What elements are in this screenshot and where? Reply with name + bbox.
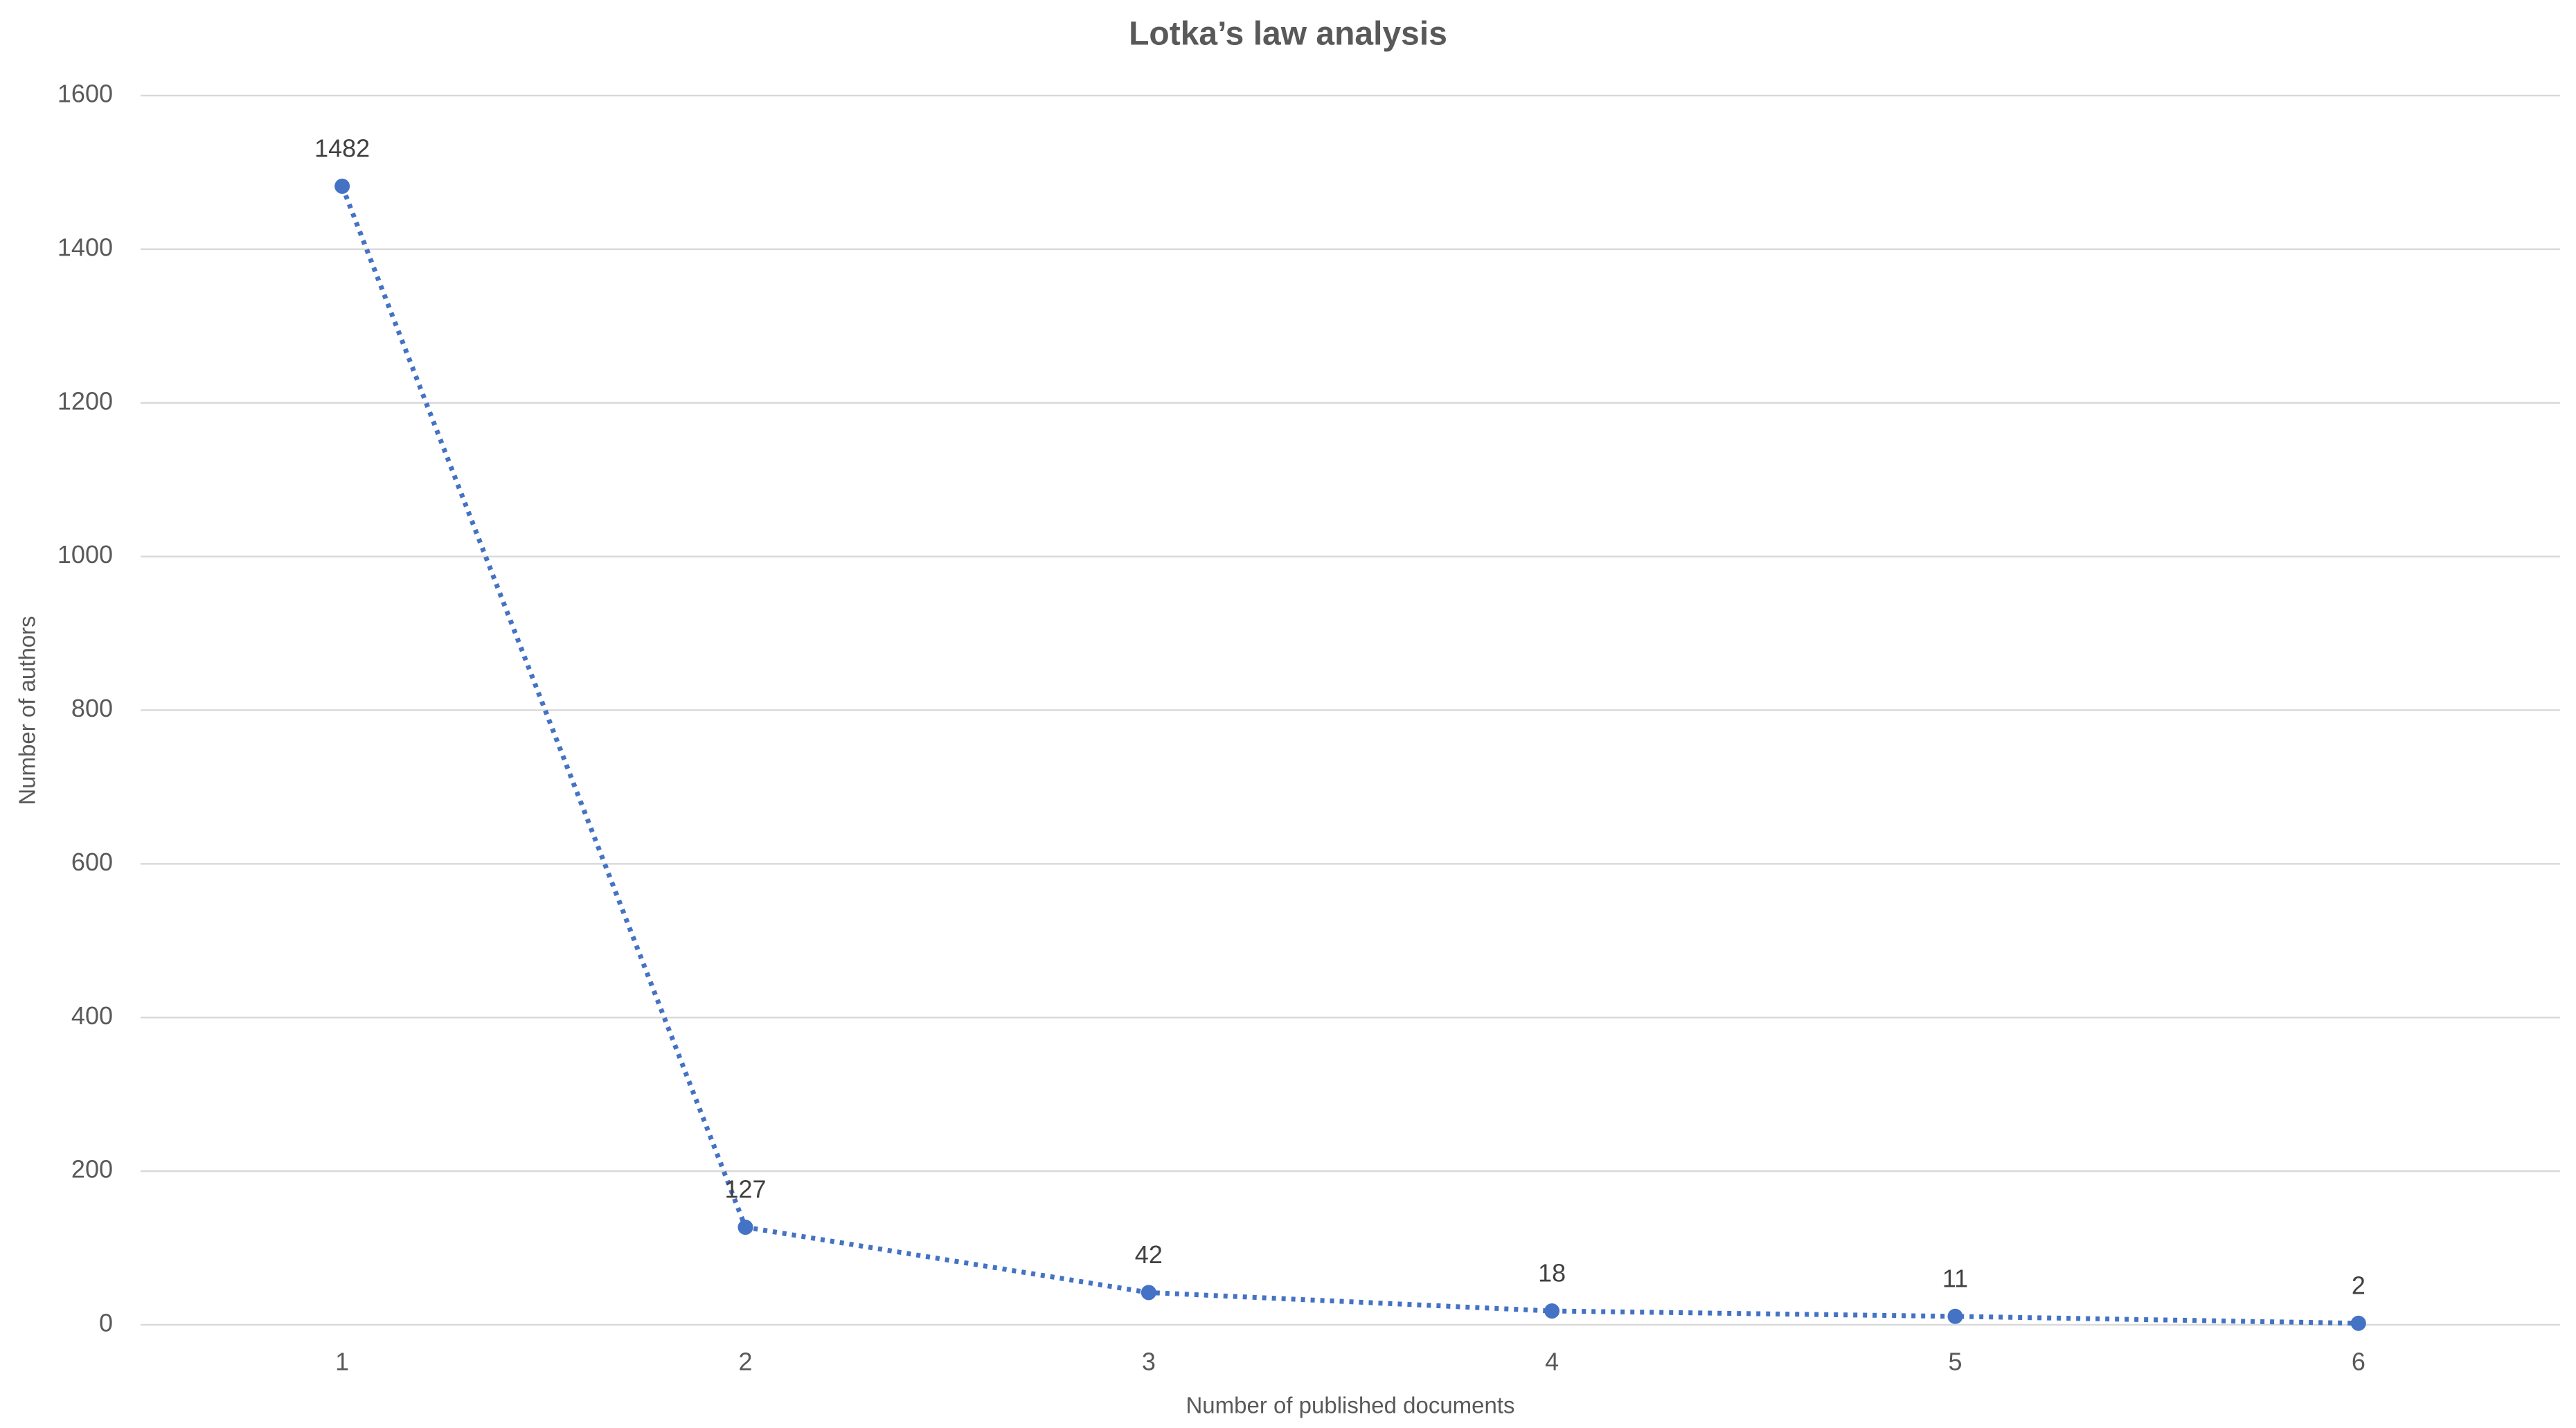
y-tick-label: 0 [99, 1309, 113, 1337]
y-tick-label: 400 [71, 1001, 113, 1030]
y-tick-label: 600 [71, 848, 113, 876]
data-point [334, 178, 350, 194]
x-tick-label: 6 [2352, 1348, 2365, 1376]
x-tick-label: 4 [1545, 1348, 1559, 1376]
data-point [737, 1220, 753, 1235]
y-tick-label: 1200 [57, 386, 113, 415]
y-tick-label: 1000 [57, 540, 113, 569]
x-tick-label: 3 [1142, 1348, 1156, 1376]
y-tick-label: 1600 [57, 80, 113, 108]
chart-title: Lotka’s law analysis [1129, 16, 1447, 53]
data-label: 1482 [314, 134, 370, 162]
y-tick-label: 1400 [57, 233, 113, 261]
data-point [1947, 1308, 1963, 1324]
y-tick-label: 200 [71, 1155, 113, 1184]
data-label: 18 [1538, 1259, 1566, 1287]
x-tick-label: 1 [335, 1348, 349, 1376]
data-label: 11 [1942, 1264, 1968, 1292]
x-tick-label: 2 [738, 1348, 752, 1376]
y-axis-title: Number of authors [15, 616, 40, 805]
data-label: 2 [2352, 1271, 2365, 1299]
y-tick-label: 800 [71, 694, 113, 722]
data-label: 42 [1135, 1240, 1163, 1269]
data-line [339, 185, 2359, 1326]
data-point [2350, 1315, 2366, 1331]
x-tick-label: 5 [1948, 1348, 1962, 1376]
data-point [1544, 1303, 1560, 1319]
data-label: 127 [724, 1175, 766, 1204]
x-axis-title: Number of published documents [1186, 1393, 1514, 1418]
data-point [1141, 1285, 1156, 1301]
